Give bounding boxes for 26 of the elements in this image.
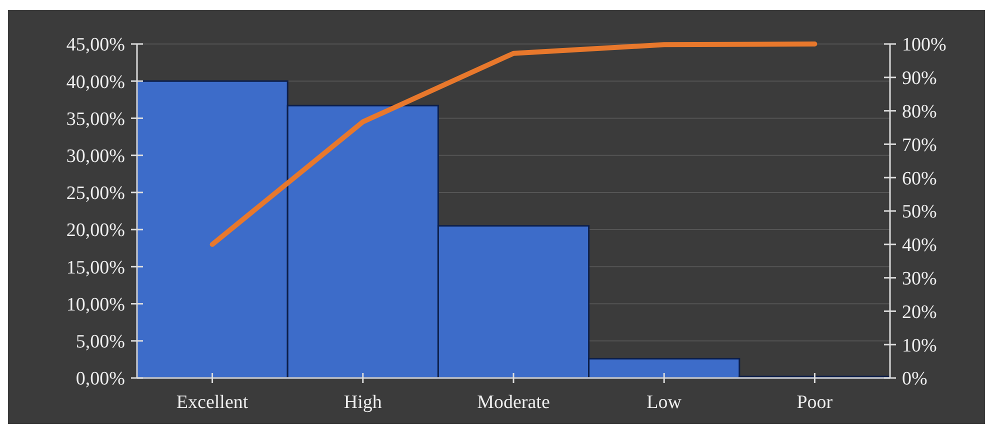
x-tick-label: Moderate <box>477 392 550 413</box>
y2-tick-label: 50% <box>902 202 937 223</box>
y2-tick-label: 40% <box>902 235 937 256</box>
y2-tick-label: 30% <box>902 268 937 290</box>
y-tick-label: 10,00% <box>66 294 126 316</box>
x-tick-label: Low <box>646 392 682 413</box>
y2-tick-label: 80% <box>902 101 937 122</box>
y-tick-label: 0,00% <box>76 368 126 390</box>
y-tick-label: 30,00% <box>66 146 126 167</box>
y-tick-label: 25,00% <box>66 183 126 204</box>
y2-tick-label: 60% <box>902 168 937 190</box>
y2-tick-label: 90% <box>902 68 937 90</box>
y2-tick-label: 0% <box>902 368 928 390</box>
x-tick-label: High <box>344 392 382 413</box>
y-tick-label: 15,00% <box>66 257 126 278</box>
x-tick-label: Poor <box>796 392 834 413</box>
y-tick-label: 20,00% <box>66 220 126 242</box>
y2-tick-label: 10% <box>902 335 937 356</box>
y2-tick-label: 20% <box>902 302 937 323</box>
y2-tick-label: 100% <box>902 34 946 56</box>
y-tick-label: 40,00% <box>66 72 126 93</box>
x-tick-label: Excellent <box>176 392 249 413</box>
y-tick-label: 35,00% <box>66 108 126 130</box>
y-tick-label: 5,00% <box>76 332 126 353</box>
y2-tick-label: 70% <box>902 134 937 156</box>
y-tick-label: 45,00% <box>66 34 126 56</box>
